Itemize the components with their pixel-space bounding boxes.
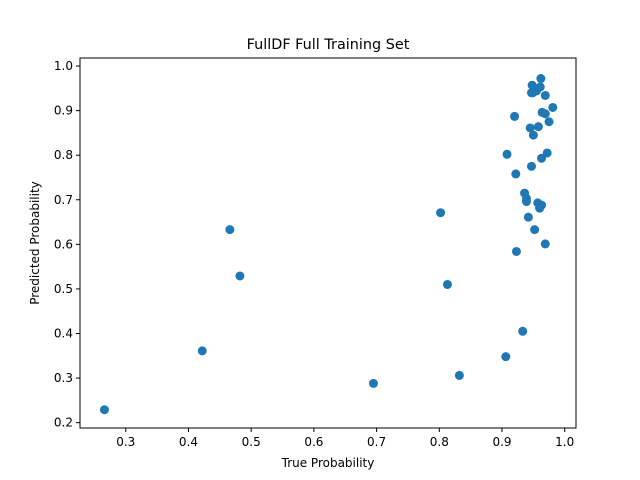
data-point [525, 123, 535, 133]
x-axis-label: True Probability [281, 456, 375, 470]
data-point [540, 239, 550, 249]
data-point [537, 153, 547, 163]
data-point [510, 111, 520, 121]
data-point [526, 88, 536, 98]
scatter-points [99, 74, 558, 415]
data-point [511, 169, 521, 179]
x-tick-label: 1.0 [555, 435, 574, 449]
data-point [530, 225, 540, 235]
x-tick-label: 0.8 [430, 435, 449, 449]
data-point [501, 352, 511, 362]
data-point [533, 122, 543, 132]
x-tick-label: 0.3 [116, 435, 135, 449]
y-tick-label: 0.4 [54, 326, 73, 340]
x-tick-label: 0.4 [179, 435, 198, 449]
chart-title: FullDF Full Training Set [247, 37, 410, 53]
x-axis-ticks: 0.3 0.4 0.5 0.6 0.7 0.8 0.9 1.0 [116, 428, 574, 449]
data-point [537, 200, 547, 210]
data-point [521, 197, 531, 207]
x-tick-label: 0.9 [492, 435, 511, 449]
x-tick-label: 0.6 [304, 435, 323, 449]
y-tick-label: 0.2 [54, 416, 73, 430]
data-point [544, 117, 554, 127]
data-point [518, 326, 528, 336]
data-point [197, 346, 207, 356]
data-point [225, 225, 235, 235]
data-point [511, 246, 521, 256]
data-point [523, 212, 533, 222]
data-point [540, 90, 550, 100]
data-point [548, 102, 558, 112]
data-point [542, 148, 552, 158]
x-tick-label: 0.5 [242, 435, 261, 449]
data-point [454, 370, 464, 380]
plot-frame [79, 57, 577, 429]
y-tick-label: 0.9 [54, 104, 73, 118]
y-tick-label: 0.6 [54, 237, 73, 251]
data-point [436, 208, 446, 218]
data-point [442, 279, 452, 289]
data-point [536, 74, 546, 84]
data-point [502, 149, 512, 159]
data-point [235, 271, 245, 281]
x-tick-label: 0.7 [367, 435, 386, 449]
y-tick-label: 0.3 [54, 371, 73, 385]
y-tick-label: 0.5 [54, 282, 73, 296]
y-tick-label: 1.0 [54, 59, 73, 73]
data-point [526, 161, 536, 171]
data-point [537, 107, 547, 117]
y-axis-ticks: 0.2 0.3 0.4 0.5 0.6 0.7 0.8 0.9 1.0 [54, 59, 80, 430]
data-point [99, 405, 109, 415]
y-tick-label: 0.8 [54, 148, 73, 162]
data-point [535, 82, 545, 92]
y-axis-label: Predicted Probability [28, 181, 42, 305]
data-point [528, 130, 538, 140]
y-tick-label: 0.7 [54, 193, 73, 207]
data-point [368, 378, 378, 388]
